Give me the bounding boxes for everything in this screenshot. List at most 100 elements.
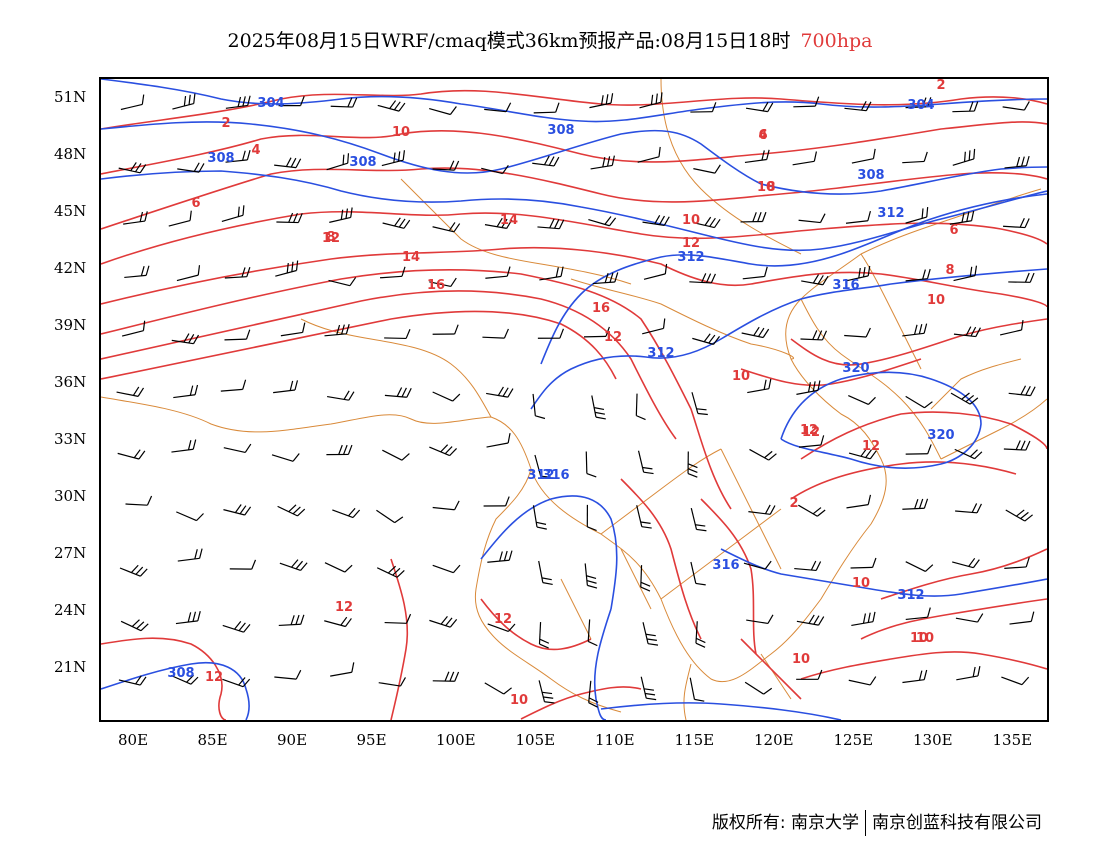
wind-barb: [330, 97, 358, 108]
wind-barb: [844, 327, 871, 338]
wind-barb: [429, 444, 458, 457]
longitude-tick-label: 100E: [436, 731, 476, 749]
longitude-tick-label: 115E: [674, 731, 715, 749]
boundary-line: [683, 663, 692, 720]
latitude-tick-label: 45N: [54, 202, 87, 220]
wind-barb: [274, 157, 302, 169]
temperature-contour-label: 10: [682, 213, 700, 228]
wind-barb: [220, 379, 247, 392]
height-contour: [600, 702, 842, 720]
wind-barb: [222, 677, 251, 688]
wind-barb: [690, 507, 707, 532]
wind-barb: [177, 162, 205, 173]
boundary-line: [474, 468, 622, 713]
wind-barb: [592, 272, 619, 285]
wind-barb: [1004, 155, 1030, 169]
wind-barb: [172, 93, 196, 110]
map-canvas: 3043083083083043083123123163123203203123…: [101, 79, 1047, 720]
wind-barb: [532, 393, 546, 420]
copyright-left: 版权所有: 南京大学: [711, 813, 859, 833]
temperature-contour-label: 10: [916, 631, 934, 646]
temperature-contour-label: 10: [392, 125, 410, 140]
wind-barb: [743, 560, 772, 570]
wind-barb: [168, 210, 192, 227]
wind-barb: [905, 561, 934, 572]
height-contour: [480, 495, 618, 610]
temperature-contour-label: 10: [757, 180, 775, 195]
wind-barb: [745, 101, 774, 113]
wind-barb: [1008, 272, 1035, 283]
temperature-contour: [101, 290, 677, 440]
boundary-line: [560, 578, 592, 640]
wind-barb: [637, 146, 661, 163]
wind-barb: [271, 453, 300, 462]
wind-barb: [382, 449, 410, 461]
wind-barb: [280, 322, 306, 337]
temperature-contour-label: 2: [221, 116, 230, 131]
wind-barb: [324, 616, 352, 628]
wind-barb: [905, 268, 931, 282]
height-contour-label: 308: [349, 155, 376, 170]
wind-barb: [800, 330, 828, 341]
height-contour-label: 312: [527, 468, 554, 483]
wind-barb: [689, 273, 716, 284]
temperature-contour: [390, 558, 409, 720]
height-contour: [720, 548, 1047, 597]
wind-barb: [801, 274, 829, 286]
temperature-contour: [101, 89, 1047, 130]
wind-barb: [693, 164, 721, 174]
wind-barb: [483, 496, 510, 507]
latitude-tick-label: 39N: [54, 316, 87, 334]
wind-barb: [537, 218, 565, 230]
wind-barb: [692, 216, 721, 229]
longitude-tick-label: 95E: [356, 731, 387, 749]
wind-barb: [176, 265, 201, 282]
wind-barb: [744, 149, 770, 164]
temperature-contour-label: 10: [732, 369, 750, 384]
temperature-contour-label: 12: [322, 231, 340, 246]
height-contour-label: 316: [542, 468, 569, 483]
temperature-contour-label: 6: [758, 128, 767, 143]
wind-barb: [746, 614, 774, 625]
wind-barb: [955, 613, 984, 623]
height-contour-label: 312: [647, 346, 674, 361]
wind-barb: [123, 211, 148, 225]
wind-barb: [326, 153, 350, 171]
wind-barb: [484, 102, 512, 113]
temperature-contour: [800, 651, 1047, 680]
wind-barb: [585, 451, 597, 478]
wind-barb: [171, 439, 197, 453]
wind-barb: [484, 217, 513, 229]
wind-barb: [486, 386, 514, 398]
wind-barb: [637, 450, 654, 475]
wind-barb: [639, 92, 663, 109]
temperature-contour-label: 10: [792, 652, 810, 667]
wind-barb: [953, 326, 981, 338]
boundary-line: [660, 508, 782, 600]
wind-barb: [324, 562, 353, 573]
temperature-contour-label: 10: [510, 693, 528, 708]
temperature-contour: [101, 246, 1047, 308]
wind-barb: [120, 619, 149, 632]
temperature-contour-label: 4: [758, 128, 767, 143]
wind-barb: [224, 329, 251, 341]
wind-barb: [954, 448, 983, 460]
wind-barb: [382, 217, 411, 229]
wind-barb: [225, 95, 251, 109]
wind-barb: [432, 671, 460, 682]
wind-barb: [794, 560, 822, 572]
height-contour-label: 308: [207, 151, 234, 166]
wind-barb: [741, 326, 770, 339]
latitude-tick-label: 27N: [54, 544, 87, 562]
temperature-contour-label: 10: [852, 576, 870, 591]
height-contour: [101, 121, 1047, 195]
latitude-tick-label: 33N: [54, 430, 87, 448]
temperature-contour: [101, 210, 1047, 265]
wind-barb: [798, 504, 826, 517]
height-contour-label: 304: [257, 96, 284, 111]
wind-barb: [590, 155, 615, 170]
longitude-tick-label: 85E: [197, 731, 228, 749]
wind-barb: [844, 101, 872, 112]
temperature-contour: [101, 167, 1047, 230]
wind-barb: [902, 669, 928, 684]
